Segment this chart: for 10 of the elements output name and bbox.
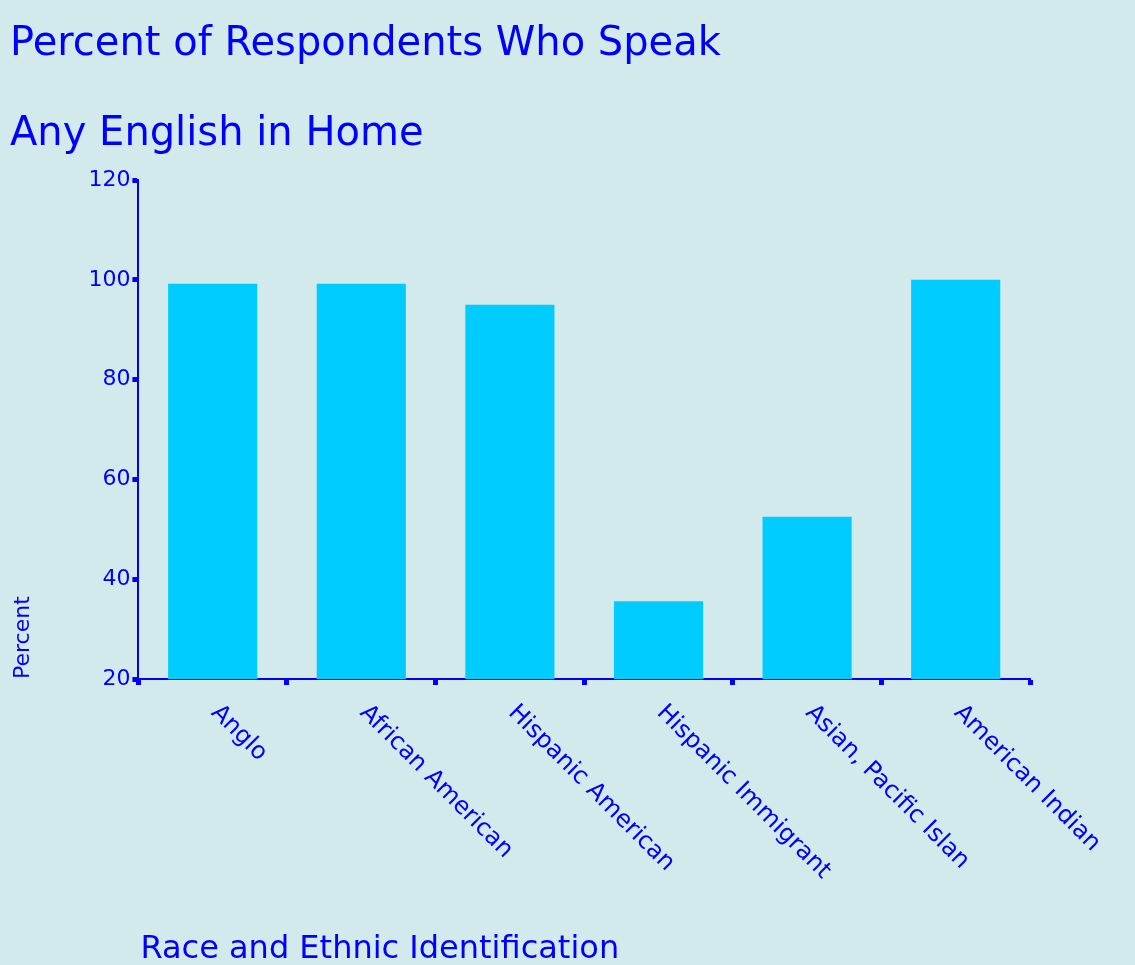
y-tick-label: 60 bbox=[102, 465, 131, 491]
y-tick-label: 80 bbox=[102, 365, 131, 391]
y-tick-label: 120 bbox=[88, 165, 131, 191]
x-axis-title: Race and Ethnic Identification bbox=[140, 928, 620, 965]
y-tick-label: 40 bbox=[102, 564, 131, 590]
y-axis-title: Percent bbox=[8, 595, 34, 679]
text: Percent of Respondents Who Speak bbox=[10, 18, 721, 65]
y-tick-label: 20 bbox=[102, 664, 131, 690]
y-tick-label: 100 bbox=[88, 265, 131, 291]
text: Any English in Home bbox=[10, 108, 424, 155]
